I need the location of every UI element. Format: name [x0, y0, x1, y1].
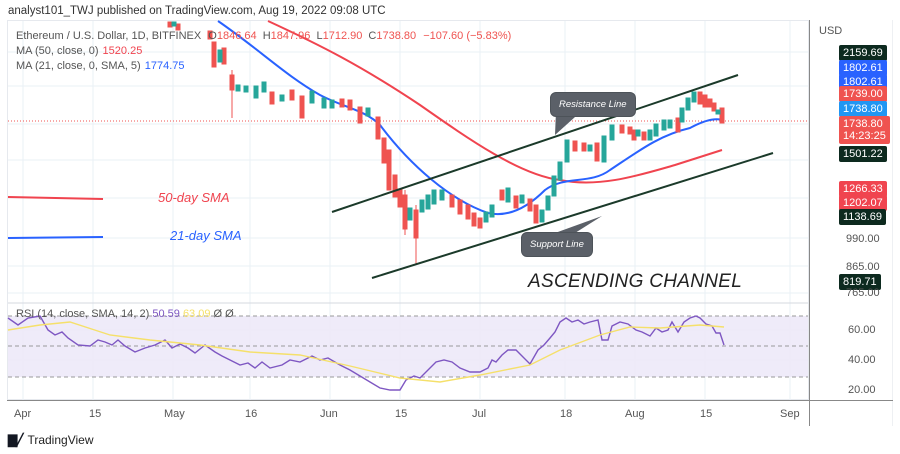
date-label: Apr [14, 408, 32, 420]
low-value: 1712.90 [322, 30, 363, 42]
date-label: 16 [245, 408, 258, 420]
date-label: Sep [780, 408, 800, 420]
publisher-header: analyst101_TWJ published on TradingView.… [8, 5, 386, 17]
price-label: 765.00 [846, 287, 880, 299]
rsi-label-40: 40.00 [848, 354, 876, 366]
rsi-levels [8, 315, 808, 378]
date-label: Jul [472, 408, 487, 420]
date-label: 15 [395, 408, 408, 420]
high-value: 1847.96 [270, 30, 311, 42]
ask-price: 1739.00 [839, 86, 887, 102]
close-value: 1738.80 [376, 30, 417, 42]
tag-ma50-b: 1202.07 [839, 195, 887, 211]
time-axis[interactable]: Apr 15 May 16 Jun 15 Jul 18 Aug 15 Sep [7, 400, 893, 426]
tag-819: 819.71 [839, 274, 881, 290]
tag-1501: 1501.22 [839, 146, 887, 162]
high-label: H [262, 30, 271, 42]
ma50-line [267, 20, 723, 184]
ma50-value: 1520.25 [102, 45, 143, 57]
ma21-label: MA (21, close, 0, SMA, 5) [16, 60, 141, 72]
tradingview-logo-icon: ▇╱ [8, 433, 23, 447]
sma21-annotation: 21-day SMA [170, 228, 242, 243]
sma21-legend-line [7, 236, 104, 239]
last-price: 1738.80 [843, 118, 883, 130]
tag-ma50-a: 1266.33 [839, 181, 887, 197]
sma50-legend-line [7, 196, 104, 200]
support-bubble[interactable]: Support Line [521, 232, 593, 257]
rsi-extra-2: Ø [225, 308, 234, 320]
symbol-name: Ethereum / U.S. Dollar, 1D, BITFINEX [16, 30, 202, 42]
chart-frame[interactable] [7, 20, 809, 400]
open-label: O [208, 30, 217, 42]
close-label: C [368, 30, 377, 42]
rsi-sma-line [7, 321, 725, 383]
price-axis[interactable]: USD 2159.69 1802.61 1802.61 1739.00 1738… [809, 20, 893, 426]
ma21-line [217, 20, 723, 216]
last-price-tag: 1738.80 14:23:25 [839, 116, 890, 144]
currency-label: USD [819, 25, 843, 37]
tag-1138: 1138.69 [839, 209, 886, 225]
rsi-sma-value: 63.09 [182, 308, 211, 320]
ma50-legend[interactable]: MA (50, close, 0) 1520.25 [16, 45, 142, 57]
change-value: −107.60 (−5.83%) [423, 30, 512, 42]
bid-price: 1738.80 [839, 101, 887, 117]
ma50-label: MA (50, close, 0) [16, 45, 99, 57]
tradingview-brand[interactable]: ▇╱ TradingView [8, 433, 94, 447]
date-label: Aug [625, 408, 645, 420]
date-label: Jun [320, 408, 338, 420]
open-value: 1846.64 [216, 30, 257, 42]
price-label: 865.00 [846, 261, 880, 273]
sma50-annotation: 50-day SMA [158, 190, 230, 205]
date-label: 18 [560, 408, 573, 420]
date-label: 15 [89, 408, 102, 420]
low-label: L [316, 30, 323, 42]
tag-2159: 2159.69 [839, 45, 887, 61]
support-bubble-pointer [555, 216, 602, 233]
resistance-line[interactable] [331, 74, 739, 213]
rsi-label-60: 60.00 [848, 324, 876, 336]
channel-title: ASCENDING CHANNEL [528, 271, 743, 292]
candles [167, 21, 725, 265]
rsi-line [7, 315, 725, 391]
brand-name: TradingView [27, 433, 94, 447]
rsi-label: RSI (14, close, SMA, 14, 2) [16, 308, 150, 320]
ma21-legend[interactable]: MA (21, close, 0, SMA, 5) 1774.75 [16, 60, 184, 72]
symbol-legend: Ethereum / U.S. Dollar, 1D, BITFINEX O18… [16, 30, 511, 42]
ma21-value: 1774.75 [144, 60, 185, 72]
rsi-extra-1: Ø [213, 308, 223, 320]
price-label: 990.00 [846, 233, 880, 245]
bar-countdown: 14:23:25 [843, 130, 886, 142]
tag-ma21-a: 1802.61 [839, 60, 887, 76]
resistance-bubble[interactable]: Resistance Line [550, 92, 636, 117]
rsi-label-20: 20.00 [848, 384, 876, 396]
rsi-legend[interactable]: RSI (14, close, SMA, 14, 2) 50.59 63.09 … [16, 308, 234, 320]
date-label: 15 [700, 408, 713, 420]
rsi-value: 50.59 [152, 308, 180, 320]
support-line[interactable] [371, 152, 774, 279]
date-label: May [164, 408, 185, 420]
